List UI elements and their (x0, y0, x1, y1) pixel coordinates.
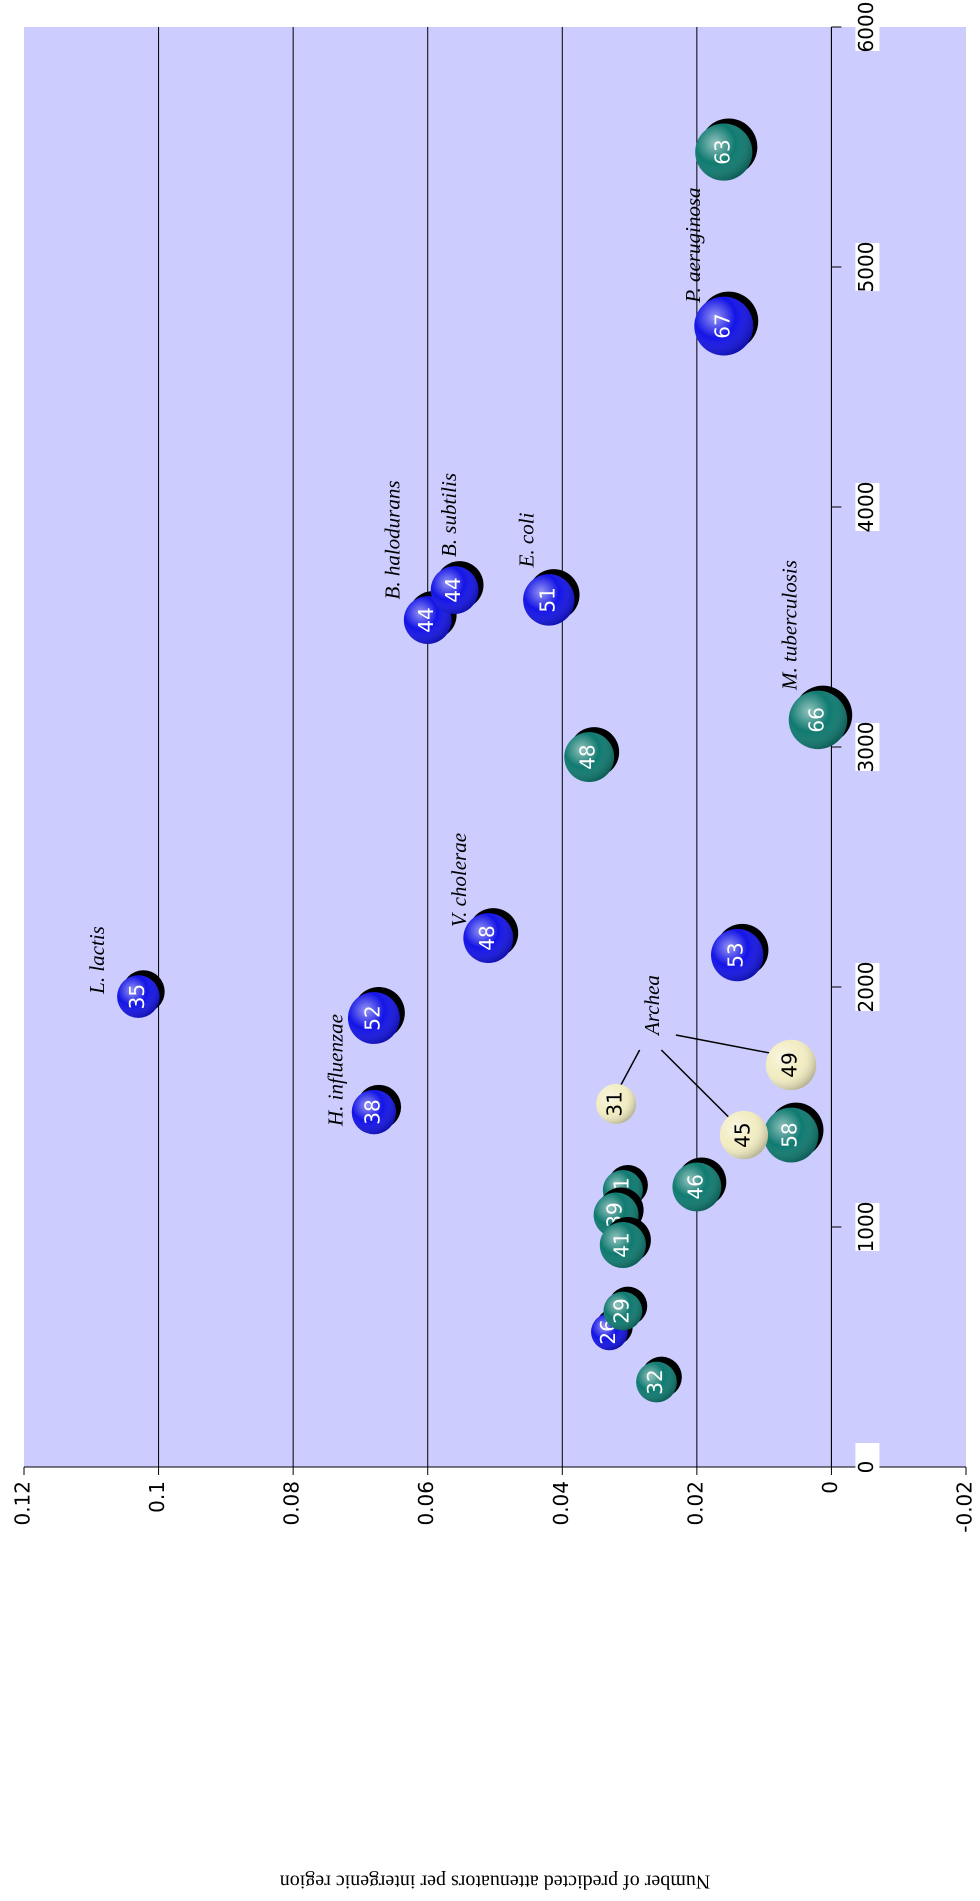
bubble-label: 44 (441, 577, 465, 602)
bubble-label: 63 (710, 139, 734, 164)
bubble-shine (564, 732, 615, 783)
bubble: 41 (599, 1216, 651, 1269)
y-tick-label: 0.1 (145, 1481, 169, 1513)
bubble-shine (672, 1162, 722, 1212)
y-tick-label: 0 (818, 1481, 842, 1494)
bubble-label: 48 (576, 744, 600, 769)
bubble-shine (599, 1221, 646, 1269)
y-tick-label: 0.12 (11, 1481, 35, 1526)
bubble: 35 (117, 970, 165, 1018)
bubble-shine (765, 1039, 817, 1091)
y-tick-label: 0.08 (280, 1481, 304, 1526)
bubble-shine (596, 1083, 637, 1124)
annotation: B. halodurans (380, 480, 404, 599)
bubble-shine (694, 296, 754, 356)
bubble: 49 (765, 1039, 817, 1091)
bubble-label: 32 (643, 1369, 667, 1394)
bubble-label: 51 (535, 587, 559, 612)
y-tick-label: 0.02 (683, 1481, 707, 1526)
annotation: L. lactis (85, 926, 109, 995)
bubble-label: 45 (730, 1122, 754, 1147)
bubble-label: 38 (360, 1099, 384, 1124)
y-tick-label: 0.04 (549, 1481, 573, 1526)
x-tick-bg (855, 483, 880, 531)
bubble-label: 31 (603, 1091, 627, 1116)
x-tick-label: 2000 (854, 962, 878, 1013)
annotation: Archea (640, 975, 664, 1037)
annotation: E. coli (514, 512, 538, 568)
bubble: 58 (763, 1102, 824, 1163)
bubble: 63 (695, 118, 758, 181)
x-tick-bg (855, 963, 880, 1011)
bubble-label: 44 (414, 607, 438, 632)
bubble-shine (788, 690, 848, 750)
bubble-label: 66 (804, 707, 828, 732)
bubble: 48 (564, 727, 620, 783)
y-tick-label: -0.02 (953, 1481, 977, 1533)
bubble-label: 29 (609, 1298, 633, 1323)
annotation: V. cholerae (447, 833, 471, 927)
x-tick-label: 6000 (854, 2, 878, 53)
bubble-shine (430, 566, 479, 614)
bubble: 51 (523, 569, 580, 626)
bubble: 31 (596, 1083, 637, 1124)
bubble-shine (523, 574, 575, 626)
y-tick-label: 0.06 (414, 1481, 438, 1526)
x-tick-label: 4000 (854, 482, 878, 533)
bubble: 67 (694, 291, 759, 356)
annotation: P. aeruginosa (681, 187, 705, 303)
x-tick-label: 3000 (854, 722, 878, 773)
bubble-shine (603, 1291, 643, 1331)
x-tick-bg (855, 3, 880, 51)
bubble-shine (711, 928, 764, 982)
bubble-label: 58 (778, 1122, 802, 1147)
bubble-shine (347, 992, 400, 1044)
bubble: 32 (636, 1356, 682, 1403)
bubble: 53 (711, 923, 769, 982)
x-tick-bg (855, 1443, 880, 1491)
x-tick-bg (855, 723, 880, 771)
bubble: 46 (672, 1157, 727, 1212)
bubble: 66 (788, 685, 853, 750)
bubble: 48 (463, 908, 519, 963)
x-tick-label: 0 (854, 1461, 878, 1474)
bubble: 44 (430, 561, 484, 614)
x-tick-label: 1000 (854, 1202, 878, 1253)
bubble-label: 67 (710, 313, 734, 338)
bubble: 45 (719, 1110, 769, 1160)
bubble-label: 53 (724, 942, 748, 967)
annotation: M. tuberculosis (778, 560, 802, 691)
bubble: 52 (347, 987, 405, 1044)
bubble: 29 (603, 1286, 648, 1331)
annotation: B. subtilis (437, 473, 461, 557)
bubble-shine (719, 1110, 769, 1160)
y-axis-title: Number of predicted attenuators per inte… (280, 1870, 711, 1892)
bubble: 38 (351, 1084, 402, 1135)
bubble-shine (763, 1107, 819, 1163)
bubble-shine (117, 975, 160, 1018)
annotation: H. influenzae (324, 1014, 348, 1127)
bubble-shine (636, 1361, 677, 1403)
bubble-label: 49 (778, 1052, 802, 1077)
bubble-label: 46 (683, 1174, 707, 1199)
x-tick-bg (855, 243, 880, 291)
leader-line (660, 1049, 740, 1128)
bubble-shine (695, 123, 753, 181)
bubble-label: 52 (360, 1005, 384, 1030)
bubble-shine (351, 1089, 397, 1135)
bubble-label: 48 (475, 925, 499, 950)
bubble-label: 35 (125, 984, 149, 1009)
bubble-shine (463, 913, 514, 963)
x-tick-label: 5000 (854, 242, 878, 293)
x-tick-bg (855, 1203, 880, 1251)
bubble-label: 41 (609, 1232, 633, 1257)
